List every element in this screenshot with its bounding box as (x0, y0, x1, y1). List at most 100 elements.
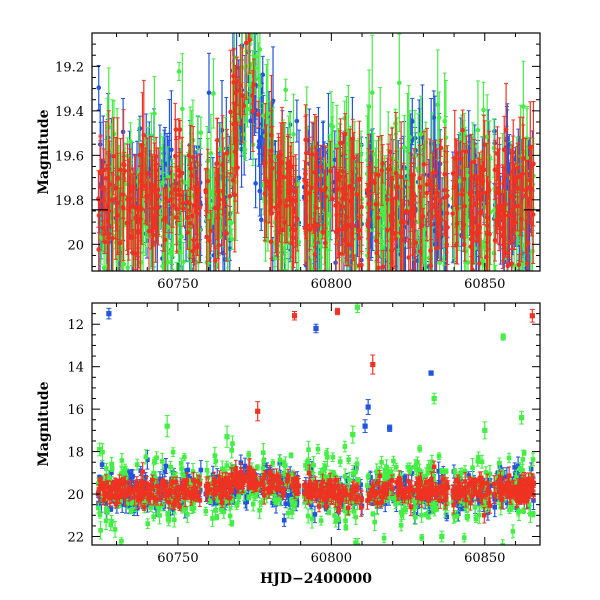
data-point (257, 47, 263, 52)
data-point (252, 54, 258, 60)
data-point (211, 91, 216, 96)
data-point (417, 184, 423, 190)
data-point (402, 145, 407, 150)
data-point (138, 260, 144, 265)
data-point (117, 240, 123, 246)
top-plot-area (96, 11, 536, 325)
data-point (531, 161, 536, 167)
data-point (96, 247, 101, 252)
data-point (379, 238, 385, 244)
data-point (197, 204, 202, 210)
data-point (212, 205, 218, 211)
data-point (413, 278, 418, 283)
data-point (457, 178, 463, 184)
data-point (228, 220, 234, 226)
data-point (98, 170, 103, 176)
data-point (243, 64, 248, 69)
data-point (465, 260, 471, 265)
data-point (436, 115, 442, 120)
data-point (286, 290, 291, 295)
data-point (188, 166, 193, 172)
data-point (158, 146, 163, 151)
data-point (491, 250, 497, 256)
data-point (407, 134, 412, 140)
data-point (303, 137, 308, 143)
data-point (125, 265, 131, 271)
data-point (190, 154, 196, 160)
data-point (462, 203, 468, 209)
data-point (149, 290, 154, 295)
data-point (179, 234, 184, 240)
data-point (294, 118, 300, 124)
data-point (457, 156, 463, 161)
data-point (491, 145, 497, 151)
data-point (176, 69, 182, 74)
data-point (328, 123, 334, 128)
data-point (441, 298, 446, 303)
data-point (238, 83, 243, 88)
data-point (312, 252, 318, 257)
data-point (481, 107, 486, 113)
data-point (403, 293, 408, 298)
data-point (210, 190, 215, 195)
data-point (250, 11, 255, 16)
series-ee3322-points (96, 33, 536, 271)
data-point (232, 192, 238, 198)
data-point (369, 90, 375, 95)
data-point (258, 217, 264, 223)
data-point (283, 87, 288, 93)
data-point (518, 295, 523, 300)
data-point (423, 289, 428, 294)
data-point (396, 279, 401, 284)
data-point (256, 27, 261, 32)
data-point (181, 259, 186, 265)
data-point (460, 127, 465, 133)
data-point (330, 196, 335, 202)
data-point (253, 181, 258, 186)
data-point (385, 197, 390, 202)
data-point (208, 151, 214, 156)
data-point (192, 184, 198, 190)
data-point (149, 133, 154, 139)
data-point (418, 272, 423, 277)
data-point (521, 155, 526, 161)
data-point (152, 111, 157, 116)
data-point (224, 231, 229, 236)
data-point (215, 215, 221, 221)
data-point (307, 320, 312, 325)
data-point (309, 267, 315, 271)
data-point (332, 157, 338, 163)
data-point (512, 220, 518, 225)
data-point (270, 295, 275, 300)
data-point (530, 248, 535, 254)
data-point (111, 153, 116, 159)
data-point (357, 177, 362, 182)
data-point (269, 165, 275, 171)
data-point (231, 80, 237, 85)
data-point (328, 168, 333, 174)
data-point (217, 146, 223, 152)
data-point (206, 90, 212, 96)
data-point (325, 232, 330, 237)
data-point (169, 147, 174, 153)
data-point (427, 296, 432, 301)
data-point (382, 272, 387, 277)
data-point (273, 205, 279, 210)
data-point (283, 268, 288, 271)
data-point (437, 260, 442, 266)
data-point (424, 278, 429, 283)
data-point (514, 230, 520, 236)
data-point (118, 167, 123, 173)
data-point (418, 131, 424, 137)
data-point (516, 262, 522, 268)
data-point (475, 127, 481, 133)
data-point (367, 201, 372, 206)
data-point (149, 183, 155, 188)
data-point (228, 109, 233, 115)
data-point (168, 251, 173, 256)
data-point (422, 226, 428, 232)
data-point (396, 80, 402, 86)
data-point (141, 133, 147, 138)
data-point (130, 272, 135, 277)
